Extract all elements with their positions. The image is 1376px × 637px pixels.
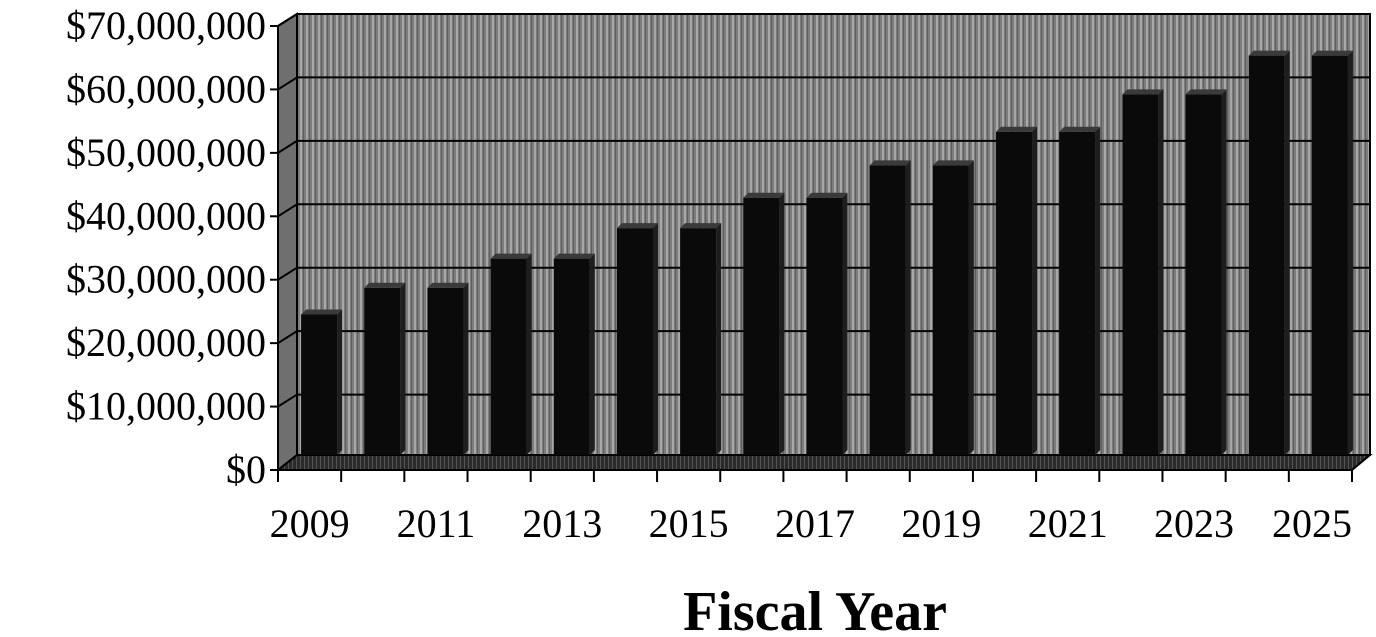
bar-2016 [743, 192, 785, 455]
bar-top [1059, 126, 1101, 132]
bar-top [1248, 50, 1290, 56]
y-axis-ticks: $0 $10,000,000 $20,000,000 $30,000,000 $40,0… [66, 3, 278, 492]
bar-front [1248, 55, 1285, 455]
x-tick-label-2025: 2025 [1272, 501, 1352, 546]
bar-2012 [490, 253, 532, 455]
bar-side [337, 309, 343, 455]
bar-front [553, 258, 590, 455]
y-tick-label: $70,000,000 [66, 3, 266, 48]
gridline-side [277, 76, 298, 91]
gridline-side [277, 330, 298, 344]
gridline-side [277, 393, 298, 408]
bar-top [743, 192, 785, 198]
y-tick-label: $10,000,000 [66, 384, 266, 429]
x-axis-title: Fiscal Year [683, 581, 947, 637]
bar-side [779, 192, 785, 455]
bar-side [716, 223, 722, 455]
bar-2014 [616, 223, 658, 455]
bar-top [806, 192, 848, 198]
bar-top [1122, 89, 1164, 95]
x-tick-label-2011: 2011 [397, 501, 476, 546]
plot-area [275, 12, 1373, 473]
x-tick-label-2017: 2017 [775, 501, 855, 546]
x-tick-label-2015: 2015 [649, 501, 729, 546]
x-tick-label-2023: 2023 [1154, 501, 1234, 546]
bar-2020 [996, 126, 1038, 456]
gridline-side [277, 203, 298, 218]
bar-side [526, 253, 532, 455]
bar-top [680, 223, 722, 229]
bar-side [589, 253, 595, 455]
bar-top [616, 223, 658, 229]
bar-front [1311, 55, 1348, 455]
bar-front [743, 197, 780, 455]
bar-2013 [553, 253, 595, 455]
bar-front [490, 258, 527, 455]
bar-side [905, 160, 911, 455]
bar-2025 [1311, 50, 1353, 455]
bar-front [301, 314, 338, 455]
bar-top [553, 253, 595, 259]
bar-front [680, 228, 717, 455]
bar-2010 [364, 282, 406, 455]
bar-front [1122, 94, 1159, 456]
bar-front [996, 131, 1033, 456]
x-tick-label-2009: 2009 [270, 501, 350, 546]
bar-front [869, 165, 906, 455]
bar-side [652, 223, 658, 455]
bar-2009 [301, 309, 343, 455]
bar-side [1284, 50, 1290, 455]
y-tick-label: $20,000,000 [66, 320, 266, 365]
bar-side [1221, 89, 1227, 456]
y-tick-label: $60,000,000 [66, 66, 266, 111]
y-tick-label: $30,000,000 [66, 257, 266, 302]
bar-2018 [869, 160, 911, 455]
bar-side [463, 282, 469, 455]
bar-top [996, 126, 1038, 132]
bar-top [490, 253, 532, 259]
y-tick-label: $0 [226, 447, 266, 492]
bar-side [1032, 126, 1038, 456]
x-tick-label-2019: 2019 [901, 501, 981, 546]
bar-side [1095, 126, 1101, 456]
bar-side [842, 192, 848, 455]
bar-top [1311, 50, 1353, 56]
bar-front [364, 287, 401, 455]
bar-top [869, 160, 911, 166]
bar-front [932, 165, 969, 455]
bar-top [301, 309, 343, 315]
y-tick-label: $50,000,000 [66, 130, 266, 175]
gridline-side [277, 13, 298, 27]
bar-2011 [427, 282, 469, 455]
bar-2017 [806, 192, 848, 455]
y-tick-label: $40,000,000 [66, 193, 266, 238]
gridline-side [277, 140, 298, 154]
bar-front [1059, 131, 1096, 456]
bar-side [1347, 50, 1353, 455]
bar-top [364, 282, 406, 288]
gridline-side [277, 266, 298, 281]
bar-top [427, 282, 469, 288]
bar-2019 [932, 160, 974, 455]
bar-2024 [1248, 50, 1290, 455]
x-tick-label-2021: 2021 [1028, 501, 1108, 546]
bar-front [1185, 94, 1222, 456]
bar-front [616, 228, 653, 455]
bar-front [806, 197, 843, 455]
bar-top [932, 160, 974, 166]
bar-front [427, 287, 464, 455]
x-axis-ticks: 2009 2011 2013 2015 2017 2019 2021 2023 2025 [270, 470, 1353, 546]
bar-side [1158, 89, 1164, 456]
bar-2015 [680, 223, 722, 455]
plot-floor [275, 454, 1373, 471]
bar-side [968, 160, 974, 455]
bar-top [1185, 89, 1227, 95]
bars [301, 50, 1353, 456]
x-tick-label-2013: 2013 [522, 501, 602, 546]
bar-side [400, 282, 406, 455]
bar-2022 [1122, 89, 1164, 456]
bar-2021 [1059, 126, 1101, 456]
bar-2023 [1185, 89, 1227, 456]
